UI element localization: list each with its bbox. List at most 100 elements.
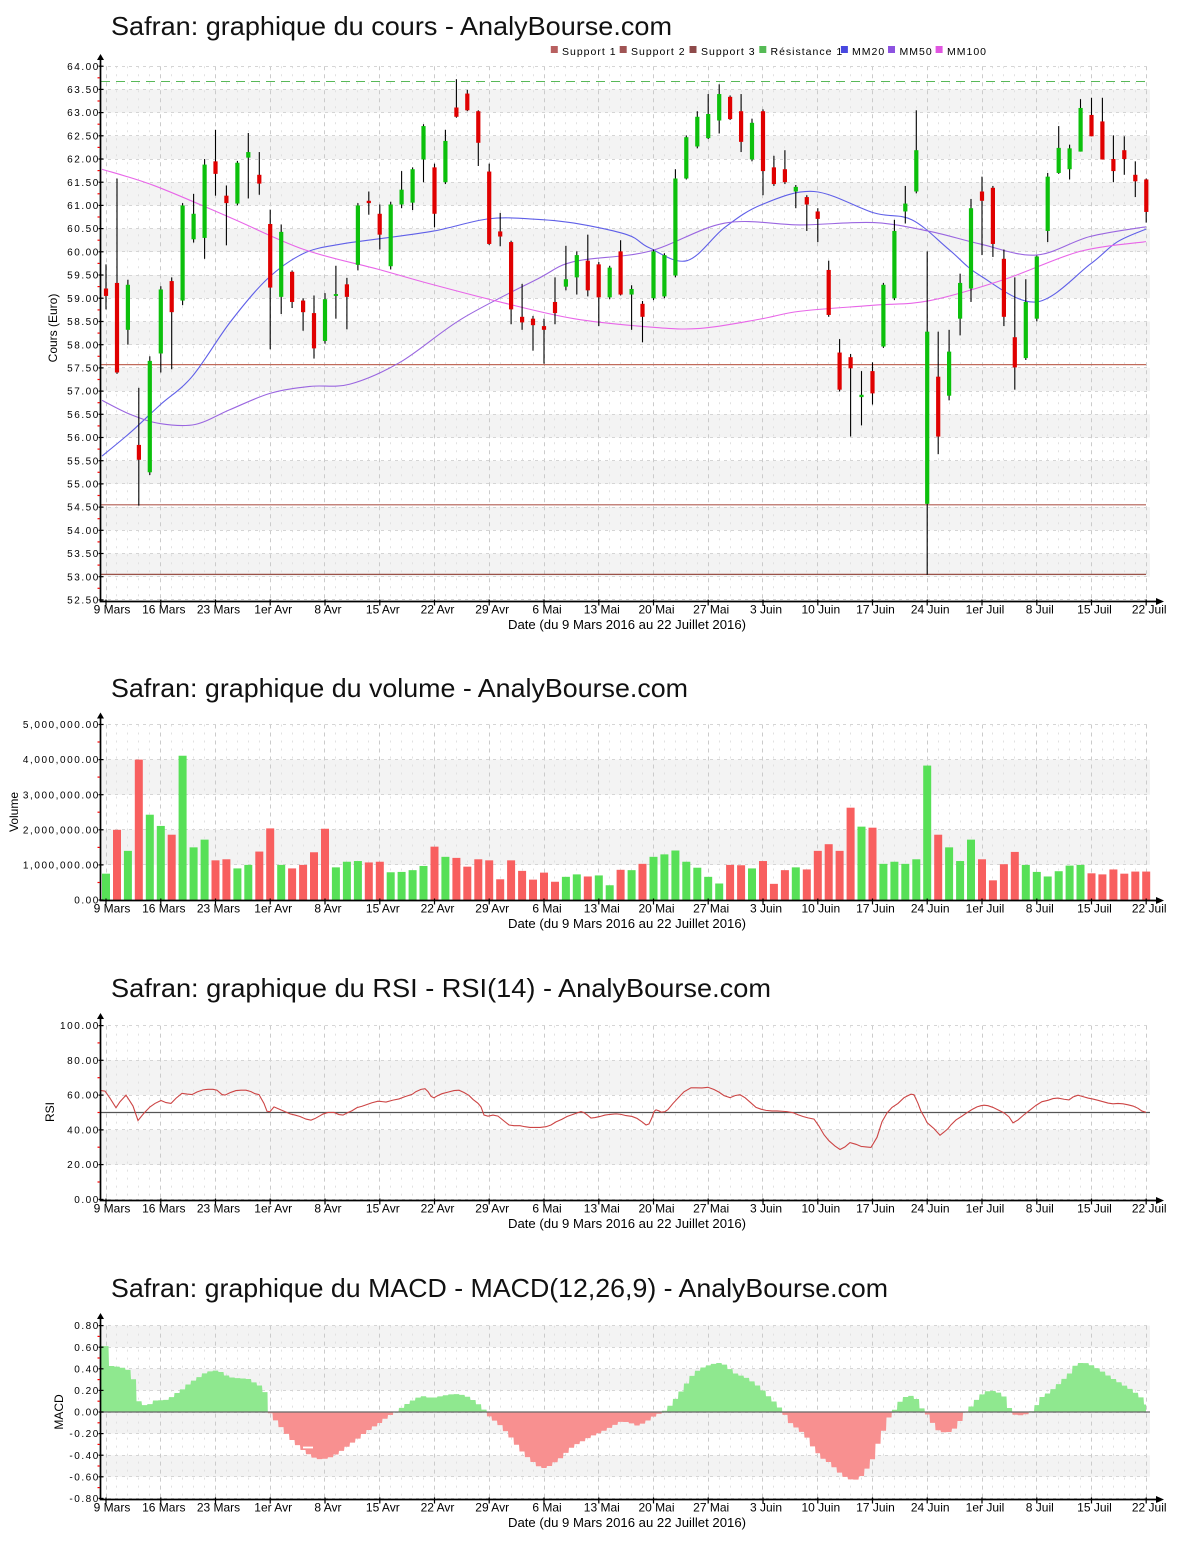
svg-text:Date (du 9 Mars 2016 au 22 Jui: Date (du 9 Mars 2016 au 22 Juillet 2016) <box>508 618 746 632</box>
svg-text:Safran: graphique du RSI - RSI: Safran: graphique du RSI - RSI(14) - Ana… <box>111 973 771 1003</box>
svg-text:17 Juin: 17 Juin <box>856 1202 895 1216</box>
svg-text:22 Avr: 22 Avr <box>421 603 455 617</box>
svg-text:4,000,000.00: 4,000,000.00 <box>23 755 100 766</box>
svg-text:22 Juil: 22 Juil <box>1132 902 1167 916</box>
svg-text:64.00: 64.00 <box>67 62 100 73</box>
svg-text:1er Juil: 1er Juil <box>966 1501 1005 1515</box>
svg-text:10 Juin: 10 Juin <box>801 902 840 916</box>
svg-text:8 Avr: 8 Avr <box>314 1501 341 1515</box>
svg-text:58.00: 58.00 <box>67 340 100 351</box>
svg-text:1er Juil: 1er Juil <box>966 603 1005 617</box>
svg-text:17 Juin: 17 Juin <box>856 1501 895 1515</box>
svg-text:29 Avr: 29 Avr <box>475 1202 509 1216</box>
svg-text:MM20: MM20 <box>852 46 885 58</box>
svg-text:3 Juin: 3 Juin <box>750 902 782 916</box>
svg-text:24 Juin: 24 Juin <box>911 1202 950 1216</box>
svg-text:RSI: RSI <box>43 1102 57 1122</box>
svg-text:Date (du 9 Mars 2016 au 22 Jui: Date (du 9 Mars 2016 au 22 Juillet 2016) <box>508 1217 746 1231</box>
svg-text:6 Mai: 6 Mai <box>532 603 561 617</box>
svg-text:8 Juil: 8 Juil <box>1026 603 1054 617</box>
svg-text:16 Mars: 16 Mars <box>142 902 185 916</box>
svg-text:0.40: 0.40 <box>74 1364 100 1375</box>
svg-text:22 Juil: 22 Juil <box>1132 1202 1167 1216</box>
svg-text:15 Avr: 15 Avr <box>366 1501 400 1515</box>
svg-text:22 Avr: 22 Avr <box>421 1202 455 1216</box>
svg-text:Safran: graphique du MACD - MA: Safran: graphique du MACD - MACD(12,26,9… <box>111 1273 888 1303</box>
svg-text:59.00: 59.00 <box>67 294 100 305</box>
svg-text:Date (du 9 Mars 2016 au 22 Jui: Date (du 9 Mars 2016 au 22 Juillet 2016) <box>508 917 746 931</box>
svg-text:56.50: 56.50 <box>67 410 100 421</box>
svg-text:2,000,000.00: 2,000,000.00 <box>23 825 100 836</box>
svg-text:13 Mai: 13 Mai <box>584 1501 620 1515</box>
svg-text:0.20: 0.20 <box>74 1386 100 1397</box>
svg-text:23 Mars: 23 Mars <box>197 603 240 617</box>
svg-text:29 Avr: 29 Avr <box>475 1501 509 1515</box>
svg-text:9 Mars: 9 Mars <box>94 902 131 916</box>
svg-text:40.00: 40.00 <box>67 1126 100 1137</box>
svg-text:16 Mars: 16 Mars <box>142 1202 185 1216</box>
svg-text:6 Mai: 6 Mai <box>532 1202 561 1216</box>
svg-text:53.50: 53.50 <box>67 549 100 560</box>
svg-text:20 Mai: 20 Mai <box>638 902 674 916</box>
svg-text:63.50: 63.50 <box>67 85 100 96</box>
svg-text:0.00: 0.00 <box>74 1408 100 1419</box>
svg-text:3 Juin: 3 Juin <box>750 1501 782 1515</box>
svg-text:1er Juil: 1er Juil <box>966 902 1005 916</box>
svg-text:17 Juin: 17 Juin <box>856 603 895 617</box>
svg-text:0.00: 0.00 <box>74 896 100 907</box>
svg-text:MM50: MM50 <box>900 46 933 58</box>
svg-text:60.50: 60.50 <box>67 224 100 235</box>
svg-text:27 Mai: 27 Mai <box>693 902 729 916</box>
svg-text:10 Juin: 10 Juin <box>801 603 840 617</box>
svg-text:3 Juin: 3 Juin <box>750 1202 782 1216</box>
svg-text:1er Avr: 1er Avr <box>254 603 292 617</box>
svg-text:1er Juil: 1er Juil <box>966 1202 1005 1216</box>
svg-text:13 Mai: 13 Mai <box>584 603 620 617</box>
svg-text:15 Avr: 15 Avr <box>366 603 400 617</box>
svg-text:22 Avr: 22 Avr <box>421 902 455 916</box>
svg-text:1er Avr: 1er Avr <box>254 1501 292 1515</box>
svg-text:24 Juin: 24 Juin <box>911 603 950 617</box>
svg-text:62.00: 62.00 <box>67 155 100 166</box>
svg-text:16 Mars: 16 Mars <box>142 1501 185 1515</box>
svg-text:59.50: 59.50 <box>67 271 100 282</box>
svg-text:15 Juil: 15 Juil <box>1077 902 1112 916</box>
svg-text:9 Mars: 9 Mars <box>94 603 131 617</box>
svg-text:15 Avr: 15 Avr <box>366 902 400 916</box>
svg-text:27 Mai: 27 Mai <box>693 1202 729 1216</box>
svg-text:27 Mai: 27 Mai <box>693 1501 729 1515</box>
svg-text:63.00: 63.00 <box>67 108 100 119</box>
svg-text:13 Mai: 13 Mai <box>584 902 620 916</box>
svg-text:27 Mai: 27 Mai <box>693 603 729 617</box>
svg-text:22 Juil: 22 Juil <box>1132 603 1167 617</box>
svg-text:0.80: 0.80 <box>74 1321 100 1332</box>
svg-text:MACD: MACD <box>52 1394 66 1430</box>
svg-text:23 Mars: 23 Mars <box>197 902 240 916</box>
svg-text:8 Avr: 8 Avr <box>314 902 341 916</box>
svg-text:Support 1: Support 1 <box>562 46 617 58</box>
svg-text:8 Juil: 8 Juil <box>1026 902 1054 916</box>
svg-text:57.50: 57.50 <box>67 364 100 375</box>
svg-text:22 Juil: 22 Juil <box>1132 1501 1167 1515</box>
svg-text:29 Avr: 29 Avr <box>475 902 509 916</box>
svg-text:15 Juil: 15 Juil <box>1077 1501 1112 1515</box>
svg-text:10 Juin: 10 Juin <box>801 1202 840 1216</box>
svg-text:23 Mars: 23 Mars <box>197 1501 240 1515</box>
svg-text:22 Avr: 22 Avr <box>421 1501 455 1515</box>
svg-text:1,000,000.00: 1,000,000.00 <box>23 861 100 872</box>
svg-text:61.50: 61.50 <box>67 178 100 189</box>
svg-text:6 Mai: 6 Mai <box>532 1501 561 1515</box>
svg-text:1er Avr: 1er Avr <box>254 902 292 916</box>
svg-text:Cours (Euro): Cours (Euro) <box>46 294 60 363</box>
svg-text:20.00: 20.00 <box>67 1160 100 1171</box>
svg-text:MM100: MM100 <box>947 46 987 58</box>
svg-text:Résistance 1: Résistance 1 <box>771 46 844 58</box>
svg-text:13 Mai: 13 Mai <box>584 1202 620 1216</box>
svg-text:Volume: Volume <box>7 792 21 832</box>
svg-text:-0.20: -0.20 <box>69 1429 100 1440</box>
svg-text:3,000,000.00: 3,000,000.00 <box>23 790 100 801</box>
svg-text:-0.80: -0.80 <box>69 1494 100 1505</box>
svg-text:53.00: 53.00 <box>67 572 100 583</box>
svg-text:Safran: graphique du cours - A: Safran: graphique du cours - AnalyBourse… <box>111 11 672 41</box>
svg-text:60.00: 60.00 <box>67 1091 100 1102</box>
